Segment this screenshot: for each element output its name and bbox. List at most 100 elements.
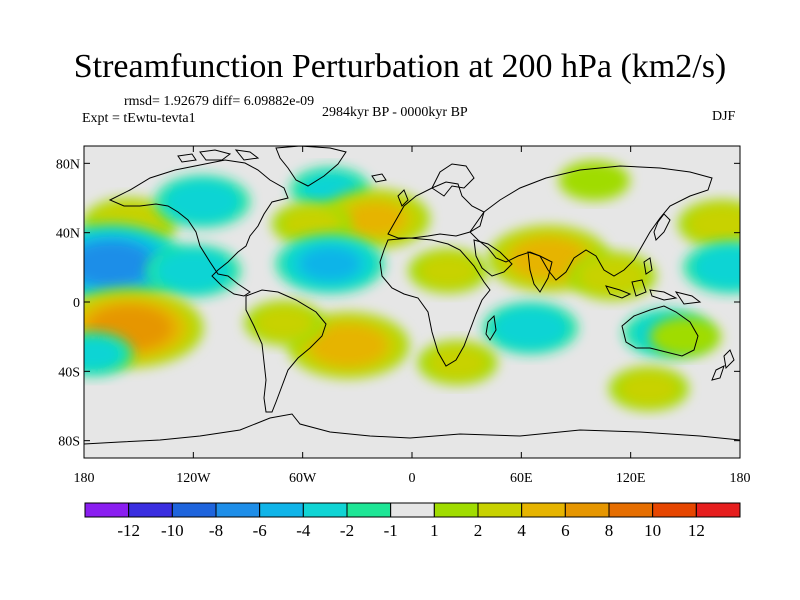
- coast-new-zealand: [711, 349, 735, 381]
- anomaly-0: [558, 160, 630, 201]
- anomaly-17: [483, 301, 578, 355]
- colorbar-swatch: [346, 502, 392, 518]
- anomaly-contour: [163, 180, 242, 223]
- colorbar-label: 10: [644, 521, 661, 540]
- colorbar-swatch: [259, 502, 304, 518]
- anomaly-contour: [299, 246, 361, 281]
- anomaly-8: [146, 244, 241, 298]
- colorbar-label: -12: [117, 521, 140, 540]
- colorbar-label: 2: [474, 521, 483, 540]
- experiment-label: Expt = tEwtu-tevta1: [82, 111, 196, 126]
- anomaly-contour: [84, 241, 154, 287]
- period-label: 2984kyr BP - 0000kyr BP: [322, 105, 468, 120]
- anomaly-contour: [619, 372, 679, 406]
- colorbar-swatch: [564, 502, 610, 518]
- colorbar-swatch: [171, 502, 217, 518]
- coast-indonesia: [605, 279, 702, 305]
- colorbar-label: -2: [340, 521, 354, 540]
- y-tick-label: 40N: [56, 227, 80, 242]
- anomaly-12: [568, 251, 657, 301]
- coast-south-america: [245, 289, 327, 413]
- anomaly-contour: [154, 249, 232, 293]
- anomaly-contour: [692, 245, 740, 289]
- anomaly-22: [649, 316, 722, 357]
- colorbar-label: 6: [561, 521, 570, 540]
- coast-europe: [387, 181, 485, 239]
- colorbar-label: -8: [209, 521, 223, 540]
- anomaly-contour: [84, 337, 123, 371]
- colorbar-swatch: [608, 502, 654, 518]
- coast-arctic-islands: [177, 149, 260, 163]
- y-tick-label: 80N: [56, 157, 80, 172]
- anomaly-9: [275, 234, 385, 294]
- x-tick-label: 120E: [616, 471, 646, 486]
- anomaly-contour: [344, 201, 407, 236]
- coast-greenland: [275, 146, 347, 187]
- coast-africa: [379, 237, 491, 367]
- colorbar-swatch: [84, 502, 130, 518]
- colorbar: -12 -10 -8 -6 -4 -2 -1 1 2 4 6 8 10 12: [84, 502, 741, 540]
- coast-japan: [653, 213, 671, 241]
- anomaly-field: [84, 160, 740, 411]
- coast-philippines: [643, 257, 653, 275]
- season-label: DJF: [712, 109, 736, 124]
- anomaly-contour: [558, 160, 630, 201]
- colorbar-swatch: [302, 502, 348, 518]
- anomaly-contour: [418, 254, 479, 288]
- colorbar-swatch: [128, 502, 173, 518]
- x-tick-label: 120W: [176, 471, 211, 486]
- colorbar-swatch: [695, 502, 741, 518]
- coast-asia: [469, 165, 713, 281]
- chart-title: Streamfunction Perturbation at 200 hPa (…: [73, 48, 727, 85]
- colorbar-label: 4: [517, 521, 526, 540]
- anomaly-contour: [649, 316, 722, 357]
- anomaly-contour: [308, 323, 388, 367]
- coast-british-isles: [371, 173, 409, 207]
- colorbar-label: 8: [605, 521, 614, 540]
- x-tick-label: 180: [730, 471, 751, 486]
- x-tick-label: 180: [74, 471, 95, 486]
- anomaly-6: [678, 199, 740, 249]
- anomaly-contour: [491, 306, 570, 350]
- x-tick-label: 60E: [510, 471, 533, 486]
- y-tick-label: 0: [73, 296, 80, 311]
- anomaly-contour: [578, 256, 647, 296]
- coast-antarctica: [84, 413, 740, 445]
- x-tick-label: 0: [409, 471, 416, 486]
- anomaly-13: [683, 241, 740, 294]
- coast-arabia: [473, 239, 513, 277]
- stats-label: rmsd= 1.92679 diff= 6.09882e-09: [124, 94, 315, 109]
- y-tick-label: 80S: [58, 435, 80, 450]
- x-tick-label: 60W: [289, 471, 317, 486]
- anomaly-contour: [509, 237, 589, 281]
- colorbar-swatch: [215, 502, 261, 518]
- colorbar-label: -6: [253, 521, 267, 540]
- anomaly-contour: [282, 207, 342, 241]
- colorbar-swatch: [390, 502, 435, 518]
- anomaly-16: [244, 300, 325, 346]
- anomaly-contour: [687, 204, 740, 244]
- colorbar-swatch: [433, 502, 479, 518]
- colorbar-label: -1: [384, 521, 398, 540]
- anomaly-contour: [427, 346, 488, 380]
- anomaly-4: [321, 189, 430, 249]
- y-tick-label: 40S: [58, 365, 80, 380]
- anomaly-19: [84, 331, 133, 377]
- colorbar-swatch: [652, 502, 697, 518]
- coast-india: [527, 251, 553, 293]
- coast-madagascar: [485, 314, 497, 341]
- colorbar-swatch: [477, 502, 523, 518]
- coast-scandinavia: [431, 163, 475, 197]
- colorbar-label: 1: [430, 521, 439, 540]
- colorbar-label: -4: [296, 521, 311, 540]
- coast-australia: [621, 305, 699, 357]
- colorbar-label: 12: [688, 521, 705, 540]
- coast-north-america: [108, 159, 289, 297]
- anomaly-contour: [254, 306, 315, 340]
- coastlines: [84, 146, 740, 445]
- axes: 180 120W 60W 0 60E 120E 180 80N 40N 0 40S 80S: [56, 146, 751, 486]
- anomaly-20: [417, 340, 498, 385]
- colorbar-swatch: [521, 502, 566, 518]
- anomaly-2: [155, 175, 250, 228]
